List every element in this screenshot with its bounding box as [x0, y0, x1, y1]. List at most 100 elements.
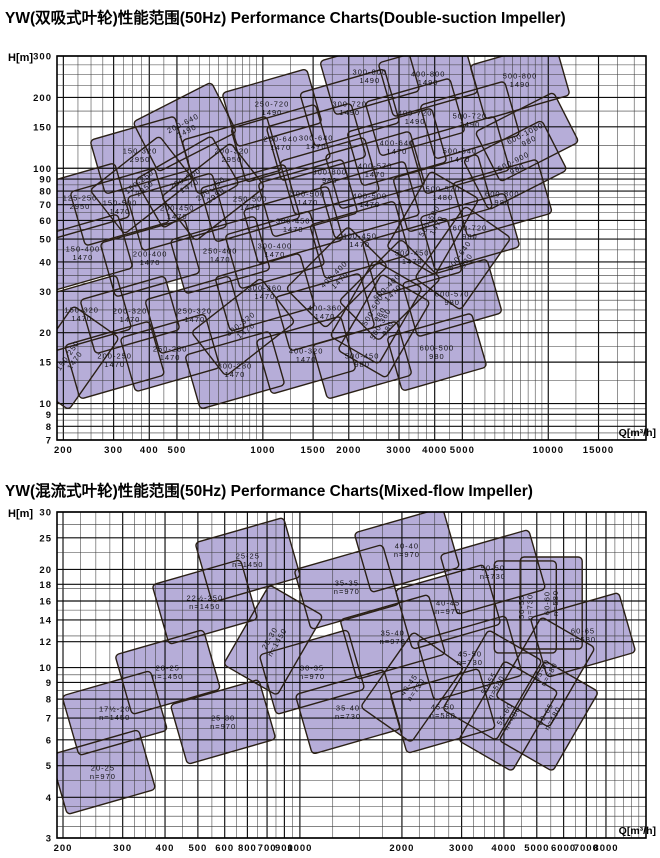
y-axis-label: H[m] [8, 52, 33, 64]
svg-text:200: 200 [33, 93, 52, 104]
region-label: 300-500 1470 [291, 190, 326, 208]
region-label: 22½-250 n=1450 [186, 594, 223, 612]
region-label: 250-280 1470 [153, 344, 188, 362]
svg-text:4000: 4000 [491, 843, 516, 854]
region-label: 200-320 1470 [113, 306, 148, 324]
region-label: 30-35 n=970 [299, 664, 325, 682]
svg-text:90: 90 [39, 175, 52, 186]
svg-text:150: 150 [33, 122, 52, 133]
region-label: 17½-20 n=1450 [99, 705, 130, 723]
x-axis-label: Q[m³/h] [619, 825, 656, 837]
region-label: 50-50 n=730 [480, 564, 506, 582]
region-label: 300-400 1470 [258, 241, 293, 259]
svg-text:25: 25 [39, 533, 52, 544]
chart1-title: YW(双吸式叶轮)性能范围(50Hz) Performance Charts(D… [5, 10, 566, 27]
svg-text:5000: 5000 [450, 445, 475, 456]
svg-text:8: 8 [46, 422, 52, 433]
region-label: 300-800 980 [312, 168, 347, 186]
region-label: 25-30 n=970 [210, 713, 236, 731]
region-label: 60-65 n=580 [570, 626, 596, 644]
region-label: 150-500 1470 [103, 198, 138, 216]
region-label: 400-570 1470 [358, 162, 393, 180]
svg-text:300: 300 [113, 843, 132, 854]
svg-text:70: 70 [39, 200, 52, 211]
svg-text:60: 60 [39, 216, 52, 227]
svg-text:40: 40 [39, 257, 52, 268]
svg-text:1000: 1000 [250, 445, 275, 456]
region [57, 214, 132, 292]
region-label: 400-450 1470 [342, 231, 377, 249]
svg-text:1000: 1000 [287, 843, 312, 854]
region-label: 500-800 1490 [503, 72, 538, 90]
svg-text:6000: 6000 [551, 843, 576, 854]
plot-border [56, 511, 647, 839]
region-label: 500-450 1470 [395, 248, 430, 265]
region [57, 730, 155, 814]
region-label: 250-400 1470 [203, 246, 238, 264]
svg-text:100: 100 [33, 164, 52, 175]
svg-text:15000: 15000 [583, 445, 614, 456]
svg-text:300: 300 [104, 445, 123, 456]
region-label: 150-320 1470 [64, 306, 99, 324]
region-label: 500-720 1490 [453, 112, 488, 130]
svg-text:7: 7 [46, 436, 52, 447]
region-label: 400-640 1470 [380, 139, 415, 157]
chart-svg: 300-800 1490 400-800 1490 500-800 1490 250-720… [8, 52, 656, 457]
svg-text:700: 700 [258, 843, 277, 854]
svg-text:400: 400 [140, 445, 159, 456]
svg-text:4000: 4000 [422, 445, 447, 456]
svg-text:10: 10 [39, 399, 52, 410]
y-axis-ticks: 30 25 20 18 16 14 12 10 9 8 7 6 5 4 3 [39, 508, 52, 845]
svg-text:300: 300 [33, 52, 52, 63]
region-label: 400-500 1470 [353, 192, 388, 210]
svg-text:600: 600 [215, 843, 234, 854]
region-label: 60-60n=580 [543, 590, 561, 616]
region [294, 545, 399, 629]
region-label: 45-50 n=580 [430, 702, 456, 720]
region-label: 600-570 980 [435, 289, 470, 307]
svg-text:3000: 3000 [386, 445, 411, 456]
region-label: 500-640 1470 [443, 147, 478, 165]
region-label: 150-320 2950 [123, 147, 158, 165]
region-label: 500-570 1480 [426, 185, 461, 203]
svg-text:3: 3 [46, 834, 52, 845]
svg-text:9: 9 [46, 410, 52, 421]
region-label: 600-720 980 [453, 223, 488, 241]
region-label: 200-400 1470 [133, 250, 168, 268]
region [403, 259, 502, 336]
region-label: 35-35 n=970 [334, 579, 360, 597]
region-label: 20-25 n=1450 [152, 664, 183, 682]
region [62, 671, 167, 755]
svg-text:200: 200 [54, 843, 73, 854]
svg-text:30: 30 [39, 508, 52, 519]
region [296, 670, 400, 754]
region-label: 200-450 1470 [160, 203, 195, 221]
grid [57, 511, 646, 839]
svg-text:6: 6 [46, 735, 52, 746]
x-axis-ticks: 200 300 400 500 1000 1500 2000 3000 4000 5000 1000… [54, 445, 614, 456]
svg-text:8: 8 [46, 695, 52, 706]
region-label: 300-720 1490 [332, 99, 367, 117]
region-label: 40-40 n=970 [394, 542, 420, 560]
svg-text:30: 30 [39, 287, 52, 298]
chart-svg: 25-25 n=1450 40-40 n=970 50-50 n=730 35-35 n=97… [8, 508, 656, 855]
region-borders [57, 56, 579, 410]
plot-border [56, 55, 647, 441]
performance-chart-mixed-flow: 25-25 n=1450 40-40 n=970 50-50 n=730 35-35 n=97… [0, 500, 660, 858]
svg-text:10000: 10000 [533, 445, 564, 456]
svg-text:15: 15 [39, 358, 52, 369]
region-label: 250-720 1490 [255, 99, 290, 117]
region [152, 560, 257, 644]
y-axis-label: H[m] [8, 508, 33, 520]
svg-text:9: 9 [46, 678, 52, 689]
svg-text:7000: 7000 [574, 843, 599, 854]
svg-text:400: 400 [156, 843, 175, 854]
svg-text:18: 18 [39, 580, 52, 591]
region-label: 250-500 1470 [233, 195, 268, 213]
region-label: 125-250 2950 [63, 193, 98, 211]
region-label: 400-800 1490 [411, 69, 446, 87]
region-label: 40-45 n=970 [435, 598, 461, 616]
region-label: 200-320 2950 [215, 147, 250, 165]
